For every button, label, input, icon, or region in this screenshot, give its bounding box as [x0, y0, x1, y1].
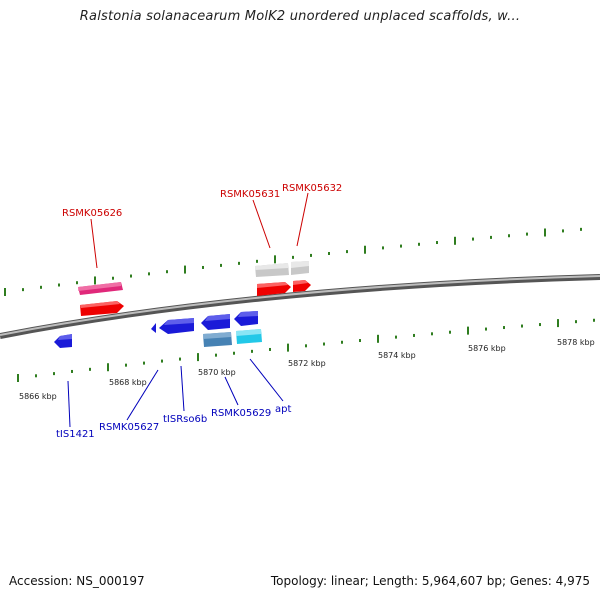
feature-trsmk-small[interactable] — [151, 323, 156, 333]
feature-rsmk05626[interactable] — [78, 282, 124, 316]
feature-tisrso6b[interactable] — [201, 314, 232, 347]
feature-rsmk05629[interactable] — [234, 311, 258, 326]
gene-label-tisrso6b[interactable]: tISRso6b — [163, 414, 207, 425]
scaffold-axis — [0, 274, 600, 339]
feature-rsmk05631[interactable] — [255, 263, 291, 296]
leader-rsmk05627 — [126, 369, 159, 421]
scale-label-5870: 5870 kbp — [198, 368, 236, 377]
feature-small-arrow[interactable] — [151, 323, 156, 333]
leader-tisrso6b — [180, 365, 185, 412]
gene-label-rsmk05627[interactable]: RSMK05627 — [99, 422, 159, 433]
leader-rsmk05626 — [90, 218, 98, 269]
leader-tis1421 — [67, 380, 71, 428]
scaffold-axis-highlight — [0, 275, 600, 336]
leader-rsmk05631 — [252, 199, 271, 249]
gene-label-rsmk05626[interactable]: RSMK05626 — [62, 208, 122, 219]
feature-rsmk05627[interactable] — [159, 318, 194, 334]
feature-tis1421[interactable] — [54, 334, 72, 348]
map-title: Ralstonia solanacearum MolK2 unordered u… — [79, 9, 521, 24]
accession-label: Accession: NS_000197 — [9, 574, 145, 588]
gene-label-tis1421[interactable]: tIS1421 — [56, 429, 95, 440]
gene-label-rsmk05629[interactable]: RSMK05629 — [211, 408, 271, 419]
scale-label-5868: 5868 kbp — [109, 378, 147, 387]
feature-apt[interactable] — [236, 329, 262, 344]
scale-label-5876: 5876 kbp — [468, 344, 506, 353]
scale-label-5874: 5874 kbp — [378, 351, 416, 360]
topology-label: Topology: linear; Length: 5,964,607 bp; … — [270, 574, 590, 588]
leader-rsmk05632 — [296, 192, 309, 247]
gene-label-rsmk05631[interactable]: RSMK05631 — [220, 189, 280, 200]
scale-label-5872: 5872 kbp — [288, 359, 326, 368]
tick-row-bottom — [17, 318, 595, 382]
tick-row-top — [4, 227, 582, 296]
gene-label-apt[interactable]: apt — [275, 404, 291, 415]
leader-rsmk05629 — [224, 376, 239, 406]
gene-label-rsmk05632[interactable]: RSMK05632 — [282, 183, 342, 194]
feature-rsmk05632[interactable] — [291, 261, 311, 292]
leader-apt — [249, 358, 284, 402]
scale-label-5878: 5878 kbp — [557, 338, 595, 347]
scale-label-5866: 5866 kbp — [19, 392, 57, 401]
